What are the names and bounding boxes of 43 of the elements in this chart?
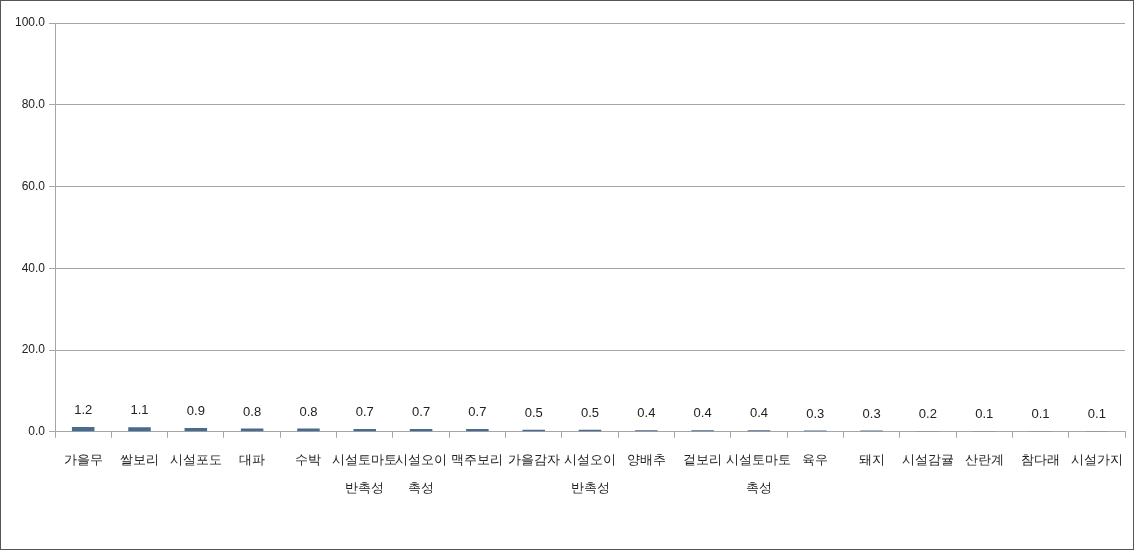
x-tick-label: 시설가지: [1070, 451, 1123, 467]
data-label: 0.7: [412, 404, 431, 420]
data-label: 0.8: [243, 403, 262, 419]
y-tick-label: 20.0: [21, 342, 46, 357]
data-label: 0.4: [637, 405, 656, 421]
data-label: 0.7: [355, 404, 374, 420]
x-tick-label: 시설오이 촉성: [395, 451, 448, 496]
data-label: 0.7: [468, 404, 487, 420]
data-label: 0.5: [580, 404, 600, 420]
data-label: 0.4: [693, 405, 712, 421]
x-tick-label: 수박: [295, 451, 322, 467]
data-label: 0.9: [186, 403, 205, 419]
data-label: 1.1: [130, 402, 149, 418]
x-tick-label: 겉보리: [683, 451, 723, 467]
y-tick-label: 60.0: [21, 178, 46, 193]
x-tick-label: 쌀보리: [120, 451, 159, 467]
y-tick-label: 80.0: [21, 97, 46, 112]
x-tick-label: 돼지: [858, 451, 885, 467]
x-tick-label: 시설토마토 촉성: [726, 451, 792, 496]
data-label: 0.2: [918, 406, 937, 422]
x-tick-label: 양배추: [626, 451, 666, 467]
x-tick-label: 대파: [239, 451, 266, 467]
x-tick-label: 시설포도: [169, 451, 222, 467]
x-tick-label: 시설감귤: [901, 451, 954, 467]
data-label: 0.8: [299, 403, 318, 419]
data-label: 0.3: [862, 405, 881, 421]
data-label: 0.1: [1087, 406, 1106, 422]
data-label: 0.1: [975, 406, 994, 422]
data-label: 0.1: [1031, 406, 1050, 422]
x-tick-label: 참다래: [1021, 451, 1061, 467]
data-label: 0.3: [806, 405, 825, 421]
x-tick-label: 시설오이 반촉성: [564, 451, 617, 496]
data-label: 1.2: [74, 401, 93, 417]
y-tick-label: 100.0: [15, 15, 46, 30]
y-tick-label: 40.0: [21, 260, 46, 275]
x-tick-label: 산란계: [964, 451, 1004, 467]
x-tick-label: 육우: [802, 451, 829, 467]
data-label: 0.4: [749, 405, 768, 421]
y-tick-label: 0.0: [28, 424, 46, 439]
data-label: 0.5: [524, 404, 543, 420]
x-tick-label: 맥주보리: [451, 451, 504, 467]
x-tick-label: 가을무: [63, 451, 103, 467]
x-tick-label: 가을감자: [507, 451, 560, 467]
